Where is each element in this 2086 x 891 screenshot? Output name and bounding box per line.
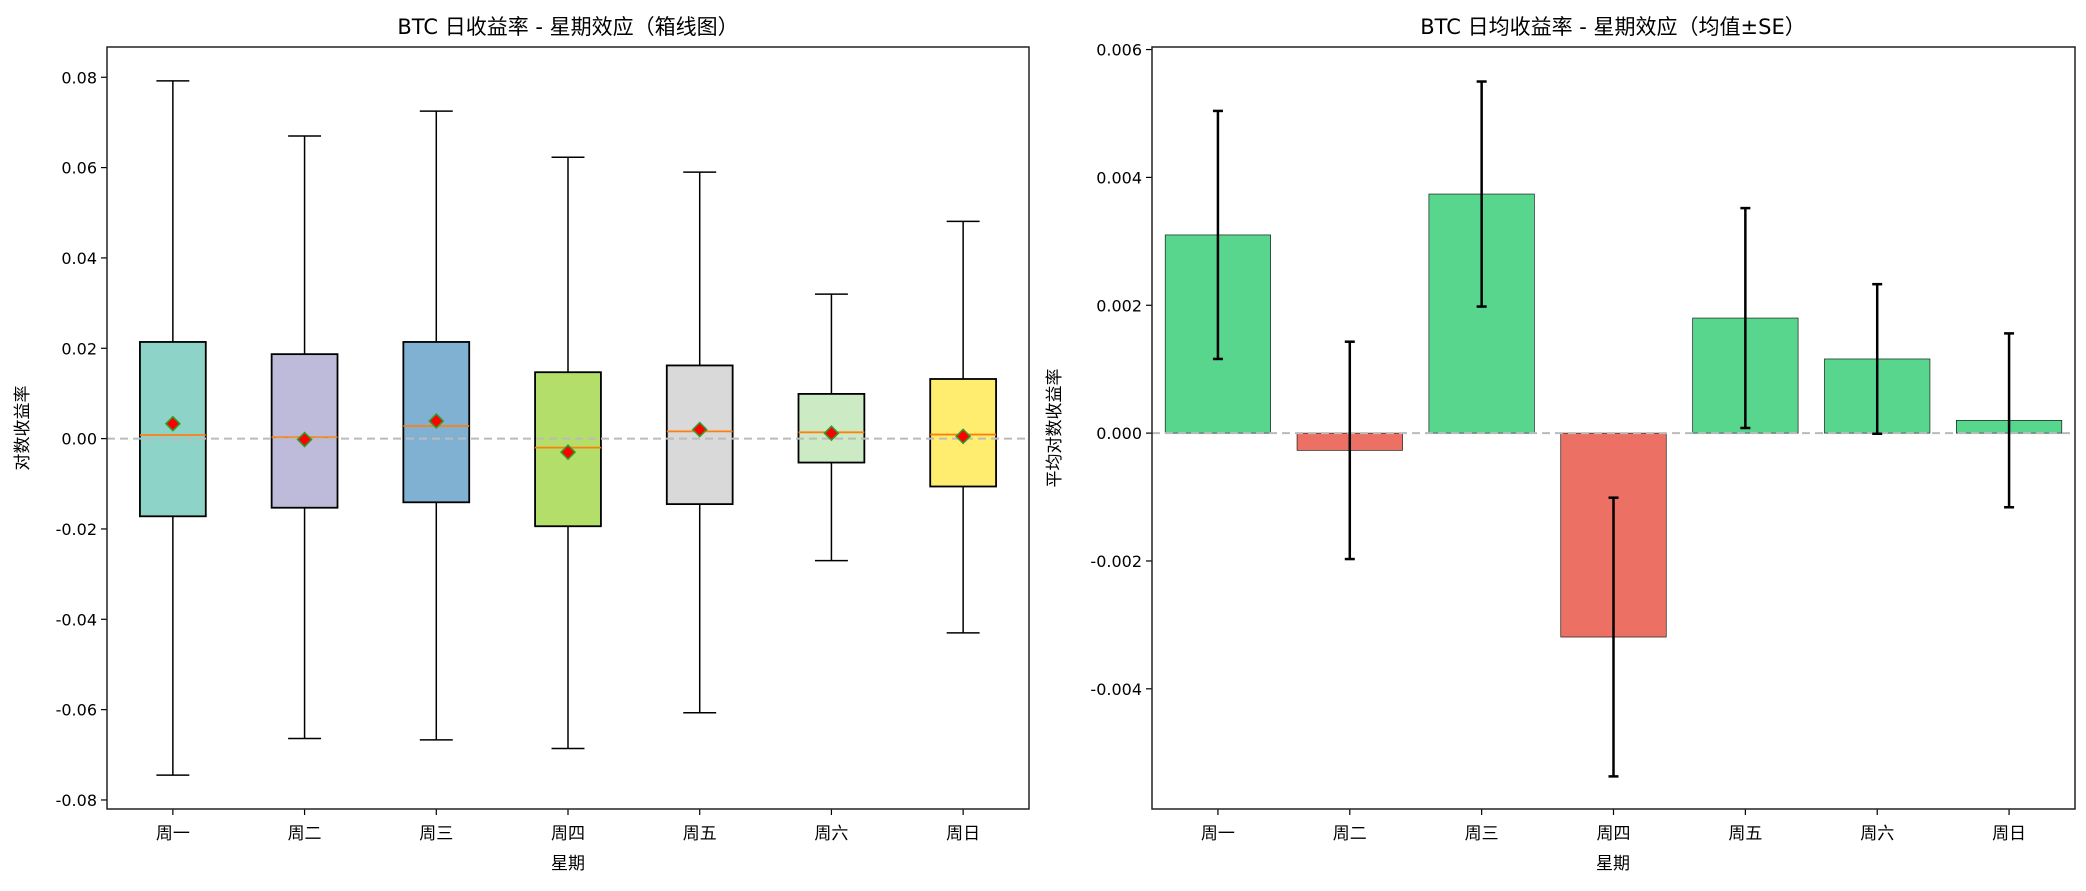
- x-tick-label: 周二: [1333, 824, 1367, 844]
- x-tick-label: 周日: [946, 824, 980, 844]
- axes-frame: [106, 46, 1030, 810]
- y-tick-label: 0.004: [1096, 168, 1142, 187]
- mean-marker: [955, 428, 972, 445]
- mean-marker: [823, 425, 840, 442]
- y-tick-label: 0.08: [61, 68, 97, 87]
- y-tick-label: 0.04: [61, 249, 97, 268]
- error-bar-7: [2004, 332, 2015, 509]
- mean-marker: [559, 444, 577, 461]
- y-tick-label: 0.00: [61, 430, 97, 449]
- y-tick-label: 0.000: [1096, 424, 1142, 443]
- y-tick-label: 0.02: [61, 339, 97, 358]
- x-tick-label: 周三: [419, 824, 453, 844]
- x-tick-label: 周一: [156, 824, 190, 844]
- x-tick-label: 周四: [551, 824, 585, 844]
- y-tick-label: 0.002: [1096, 296, 1142, 315]
- box-7: [929, 220, 997, 634]
- y-tick-label: -0.004: [1090, 680, 1142, 699]
- mean-marker: [296, 431, 313, 448]
- y-tick-label: -0.08: [56, 791, 97, 810]
- y-tick-label: 0.006: [1096, 41, 1142, 60]
- boxplot-panel: BTC 日收益率 - 星期效应（箱线图） 星期 对数收益率 0.08 0.06 0.…: [13, 15, 1030, 874]
- mean-marker: [164, 415, 181, 432]
- bar-xlabel: 星期: [1596, 854, 1630, 874]
- y-tick-label: -0.06: [56, 701, 97, 720]
- box-5: [665, 171, 734, 714]
- y-tick-label: -0.04: [56, 610, 97, 629]
- bar-panel: BTC 日均收益率 - 星期效应（均值±SE） 星期 平均对数收益率 0.006…: [1045, 15, 2076, 874]
- error-bar-5: [1740, 206, 1751, 430]
- x-tick-label: 周三: [1465, 824, 1499, 844]
- bar-ylabel: 平均对数收益率: [1045, 369, 1065, 488]
- error-bar-1: [1212, 109, 1223, 361]
- x-tick-label: 周日: [1992, 824, 2026, 844]
- error-bar-6: [1872, 282, 1883, 436]
- x-tick-label: 周四: [1597, 824, 1631, 844]
- x-tick-label: 周六: [1860, 824, 1894, 844]
- error-bar-2: [1344, 340, 1355, 561]
- x-tick-label: 周二: [288, 824, 322, 844]
- axes-frame: [1151, 46, 2076, 810]
- x-tick-label: 周一: [1201, 824, 1235, 844]
- bar-title: BTC 日均收益率 - 星期效应（均值±SE）: [1420, 15, 1805, 39]
- x-tick-label: 周五: [1728, 824, 1762, 844]
- error-bar-4: [1608, 496, 1619, 778]
- box-2: [270, 135, 339, 740]
- y-tick-label: -0.02: [56, 520, 97, 539]
- x-tick-label: 周五: [683, 824, 717, 844]
- mean-marker: [428, 412, 445, 430]
- x-tick-label: 周六: [814, 824, 848, 844]
- y-tick-label: -0.002: [1090, 552, 1142, 571]
- box-body: [270, 353, 339, 509]
- boxplot-ylabel: 对数收益率: [13, 386, 33, 471]
- boxplot-title: BTC 日收益率 - 星期效应（箱线图）: [397, 15, 738, 39]
- mean-marker: [691, 421, 708, 438]
- error-bar-3: [1476, 80, 1487, 308]
- boxplot-xlabel: 星期: [551, 854, 585, 874]
- y-tick-label: 0.06: [61, 159, 97, 178]
